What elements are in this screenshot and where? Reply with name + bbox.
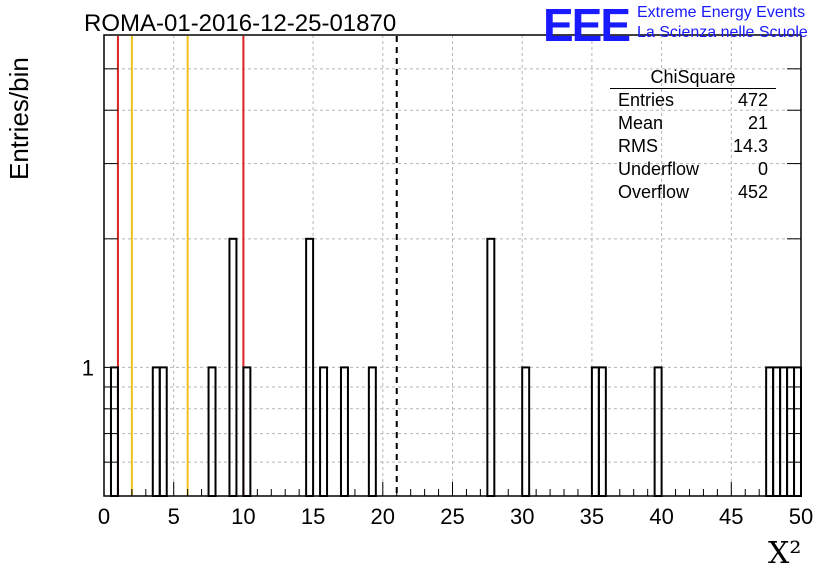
stats-value: 0 [757,159,768,179]
x-tick-label: 25 [440,504,464,529]
stats-row: Underflow 0 [610,158,776,181]
logo-line-1: Extreme Energy Events [637,4,806,21]
chart-title: ROMA-01-2016-12-25-01870 [84,10,397,37]
stats-label: Entries [618,90,675,110]
x-tick-label: 15 [301,504,325,529]
eee-logo: EEE [543,0,631,51]
stats-label: Overflow [618,182,690,202]
stats-row: Entries 472 [610,89,776,112]
stats-title: ChiSquare [610,66,776,89]
stats-value: 21 [747,113,768,133]
tick-labels: 0 5 10 15 20 25 30 35 40 45 50 1 [82,355,813,529]
axis-ticks [103,34,802,496]
y-tick-label: 1 [82,355,94,380]
stats-row: Mean 21 [610,112,776,135]
stats-label: Underflow [618,159,700,179]
x-tick-label: 5 [168,504,180,529]
x-tick-label: 0 [98,504,110,529]
stats-label: Mean [618,113,664,133]
x-tick-label: 20 [371,504,395,529]
x-tick-label: 45 [719,504,743,529]
x-tick-label: 35 [580,504,604,529]
logo-line-2: La Scienza nelle Scuole [637,24,808,41]
stats-value: 452 [737,182,768,202]
histogram-bars [109,237,803,497]
y-axis-label: Entries/bin [4,57,34,180]
x-tick-label: 30 [510,504,534,529]
x-tick-label: 50 [789,504,813,529]
x-tick-label: 10 [231,504,255,529]
stats-value: 472 [737,90,768,110]
stats-label: RMS [618,136,658,156]
stats-row: Overflow 452 [610,181,776,204]
x-axis-label: X² [768,536,802,571]
stats-value: 14.3 [732,136,768,156]
stats-row: RMS 14.3 [610,135,776,158]
x-tick-label: 40 [649,504,673,529]
stats-box: ChiSquare Entries 472 Mean 21 RMS 14.3 Unde… [610,66,776,204]
